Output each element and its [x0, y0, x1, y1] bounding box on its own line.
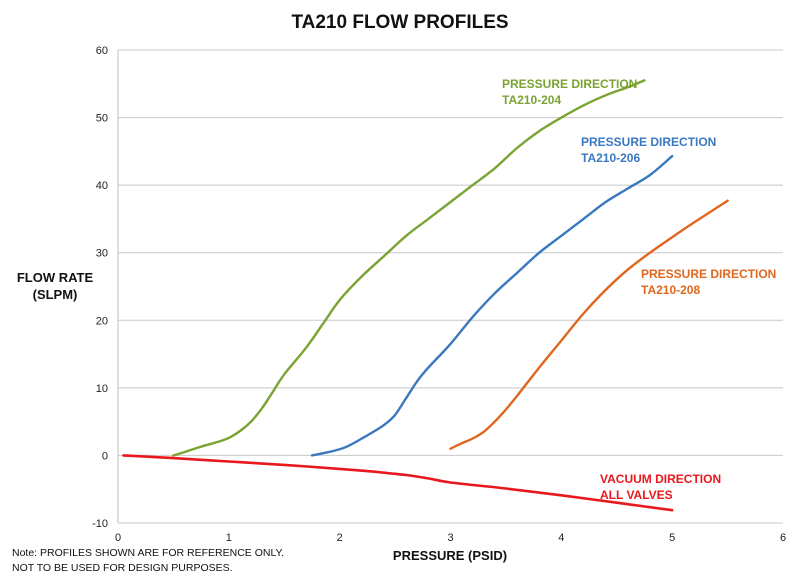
y-tick-label: 20: [96, 315, 108, 327]
series-line-1: [172, 79, 646, 457]
gridlines: [117, 49, 783, 524]
y-tick-label: -10: [92, 518, 108, 530]
y-tick-label: 0: [102, 450, 108, 462]
series-label-3-line-2: TA210-208: [641, 283, 700, 297]
series-line-4: [122, 454, 674, 512]
x-tick-label: 5: [669, 532, 675, 544]
tick-labels: -10 0 10 20 30 40 50 60 0 1 2 3 4 5 6: [92, 45, 786, 544]
series-label-4-line-1: VACUUM DIRECTION: [600, 472, 721, 486]
series-label-3-line-1: PRESSURE DIRECTION: [641, 267, 776, 281]
y-tick-label: 10: [96, 383, 108, 395]
x-tick-label: 3: [447, 532, 453, 544]
series-label-1-line-1: PRESSURE DIRECTION: [502, 77, 637, 91]
series-label-2-line-2: TA210-206: [581, 151, 640, 165]
chart-title: TA210 FLOW PROFILES: [291, 12, 508, 33]
y-tick-label: 30: [96, 248, 108, 260]
series-line-2: [310, 154, 674, 457]
x-tick-label: 0: [115, 532, 121, 544]
series-label-1-line-2: TA210-204: [502, 93, 561, 107]
y-axis-title-line-2: (SLPM): [33, 287, 78, 302]
disclaimer-note-line-1: Note: PROFILES SHOWN ARE FOR REFERENCE O…: [12, 547, 284, 559]
y-tick-label: 60: [96, 45, 108, 57]
x-tick-label: 4: [558, 532, 564, 544]
series-lines: [122, 79, 729, 512]
x-tick-label: 2: [337, 532, 343, 544]
y-tick-label: 50: [96, 113, 108, 125]
y-axis-title-line-1: FLOW RATE: [17, 270, 94, 285]
series-label-2-line-1: PRESSURE DIRECTION: [581, 135, 716, 149]
x-tick-label: 1: [226, 532, 232, 544]
series-line-3: [449, 199, 729, 450]
series-labels: PRESSURE DIRECTION TA210-204 PRESSURE DIRE…: [502, 77, 776, 502]
x-axis-title: PRESSURE (PSID): [393, 548, 507, 563]
disclaimer-note-line-2: NOT TO BE USED FOR DESIGN PURPOSES.: [12, 562, 233, 574]
series-label-4-line-2: ALL VALVES: [600, 488, 673, 502]
y-tick-label: 40: [96, 180, 108, 192]
x-tick-label: 6: [780, 532, 786, 544]
